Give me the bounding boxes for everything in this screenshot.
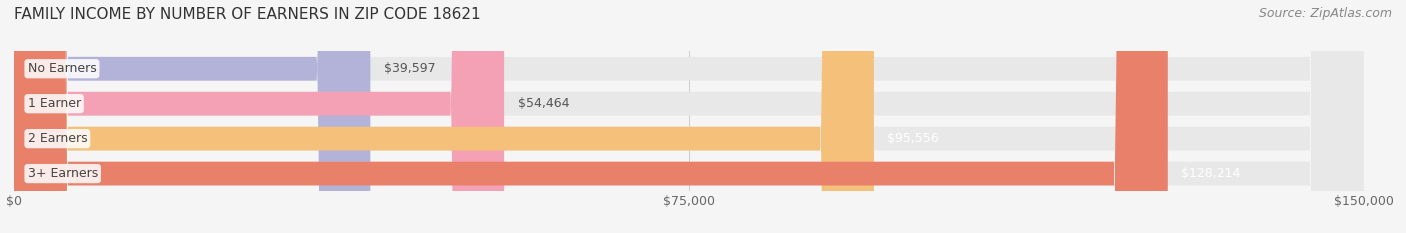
Text: No Earners: No Earners [28,62,96,75]
Text: $128,214: $128,214 [1181,167,1240,180]
Text: 3+ Earners: 3+ Earners [28,167,98,180]
Text: 2 Earners: 2 Earners [28,132,87,145]
FancyBboxPatch shape [14,0,505,233]
FancyBboxPatch shape [14,0,1364,233]
Text: $54,464: $54,464 [517,97,569,110]
FancyBboxPatch shape [14,0,875,233]
Text: $39,597: $39,597 [384,62,436,75]
FancyBboxPatch shape [14,0,1364,233]
Text: FAMILY INCOME BY NUMBER OF EARNERS IN ZIP CODE 18621: FAMILY INCOME BY NUMBER OF EARNERS IN ZI… [14,7,481,22]
Text: Source: ZipAtlas.com: Source: ZipAtlas.com [1258,7,1392,20]
FancyBboxPatch shape [14,0,1168,233]
Text: $95,556: $95,556 [887,132,939,145]
FancyBboxPatch shape [14,0,1364,233]
Text: 1 Earner: 1 Earner [28,97,80,110]
FancyBboxPatch shape [14,0,370,233]
FancyBboxPatch shape [14,0,1364,233]
